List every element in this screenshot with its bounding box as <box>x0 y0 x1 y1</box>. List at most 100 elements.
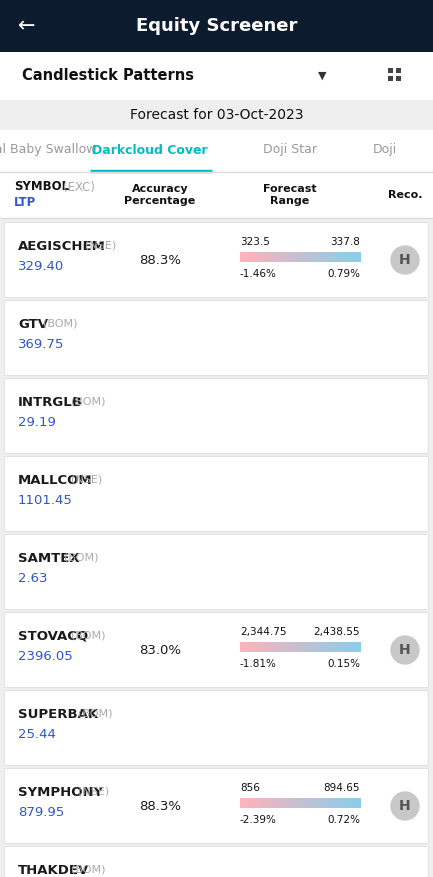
Bar <box>255 642 257 652</box>
FancyBboxPatch shape <box>4 223 429 297</box>
Bar <box>271 798 274 808</box>
Bar <box>302 252 305 262</box>
Bar <box>341 798 344 808</box>
Bar <box>310 642 313 652</box>
Bar <box>274 252 277 262</box>
Bar <box>295 252 298 262</box>
Text: (BOM): (BOM) <box>71 865 106 875</box>
Bar <box>300 642 303 652</box>
Bar <box>307 252 310 262</box>
Bar <box>283 252 286 262</box>
Text: ▼: ▼ <box>318 71 326 81</box>
Bar <box>319 798 322 808</box>
Bar <box>324 642 327 652</box>
Bar <box>322 252 324 262</box>
Text: (BOM): (BOM) <box>78 709 113 719</box>
Bar <box>286 642 288 652</box>
Text: GTV: GTV <box>18 317 48 331</box>
Text: (BOM): (BOM) <box>71 631 106 641</box>
Bar <box>331 798 334 808</box>
Bar <box>314 252 317 262</box>
FancyBboxPatch shape <box>0 130 433 172</box>
Bar <box>314 798 317 808</box>
Bar <box>353 798 355 808</box>
Bar <box>247 642 250 652</box>
Text: Forecast for 03-Oct-2023: Forecast for 03-Oct-2023 <box>130 108 303 122</box>
Bar <box>355 798 358 808</box>
FancyBboxPatch shape <box>388 68 393 73</box>
Bar <box>276 252 279 262</box>
Bar <box>339 642 341 652</box>
Text: Doji: Doji <box>373 144 397 156</box>
Bar <box>266 252 269 262</box>
Bar <box>331 642 334 652</box>
Bar <box>322 642 324 652</box>
Text: 329.40: 329.40 <box>18 260 64 273</box>
Bar <box>264 252 267 262</box>
Bar <box>353 252 355 262</box>
Bar <box>297 798 301 808</box>
Bar <box>314 642 317 652</box>
Bar <box>242 642 246 652</box>
Bar <box>348 642 351 652</box>
Bar <box>286 798 288 808</box>
Bar <box>355 252 358 262</box>
Bar <box>281 642 284 652</box>
Bar <box>274 798 277 808</box>
Bar <box>329 798 332 808</box>
Bar <box>312 642 315 652</box>
Bar <box>346 252 349 262</box>
Bar <box>252 798 255 808</box>
FancyBboxPatch shape <box>4 534 429 610</box>
Text: 879.95: 879.95 <box>18 805 64 818</box>
Bar <box>291 642 293 652</box>
Bar <box>329 642 332 652</box>
Text: (BOM): (BOM) <box>43 319 78 329</box>
Bar <box>293 642 296 652</box>
Bar <box>286 252 288 262</box>
Text: 337.8: 337.8 <box>330 237 360 247</box>
Bar <box>291 252 293 262</box>
Bar <box>300 252 303 262</box>
Bar <box>300 798 303 808</box>
Bar <box>305 798 308 808</box>
Text: 0.15%: 0.15% <box>327 659 360 669</box>
Bar <box>271 642 274 652</box>
Text: (NSE): (NSE) <box>85 241 116 251</box>
Bar <box>317 642 320 652</box>
Bar <box>249 798 252 808</box>
Bar <box>346 642 349 652</box>
Bar <box>317 252 320 262</box>
Text: 29.19: 29.19 <box>18 416 56 429</box>
Bar <box>310 252 313 262</box>
Bar <box>336 252 339 262</box>
Text: 2,344.75: 2,344.75 <box>240 627 287 637</box>
FancyBboxPatch shape <box>4 690 429 766</box>
Circle shape <box>391 246 419 274</box>
FancyBboxPatch shape <box>4 457 429 531</box>
Bar <box>240 642 243 652</box>
Bar <box>278 252 281 262</box>
Text: Doji Star: Doji Star <box>263 144 317 156</box>
Bar <box>343 798 346 808</box>
Bar <box>295 798 298 808</box>
Bar <box>312 252 315 262</box>
Text: Darkcloud Cover: Darkcloud Cover <box>92 144 208 156</box>
Bar <box>276 798 279 808</box>
Text: LTP: LTP <box>14 196 36 210</box>
Bar <box>274 642 277 652</box>
Bar <box>242 252 246 262</box>
Bar <box>293 798 296 808</box>
Bar <box>264 642 267 652</box>
Bar <box>245 252 248 262</box>
FancyBboxPatch shape <box>4 612 429 688</box>
Bar <box>240 798 243 808</box>
Bar <box>307 642 310 652</box>
Bar <box>331 252 334 262</box>
Text: 323.5: 323.5 <box>240 237 270 247</box>
Bar <box>266 642 269 652</box>
Bar <box>278 642 281 652</box>
Bar <box>297 642 301 652</box>
Bar <box>283 642 286 652</box>
Bar <box>281 798 284 808</box>
